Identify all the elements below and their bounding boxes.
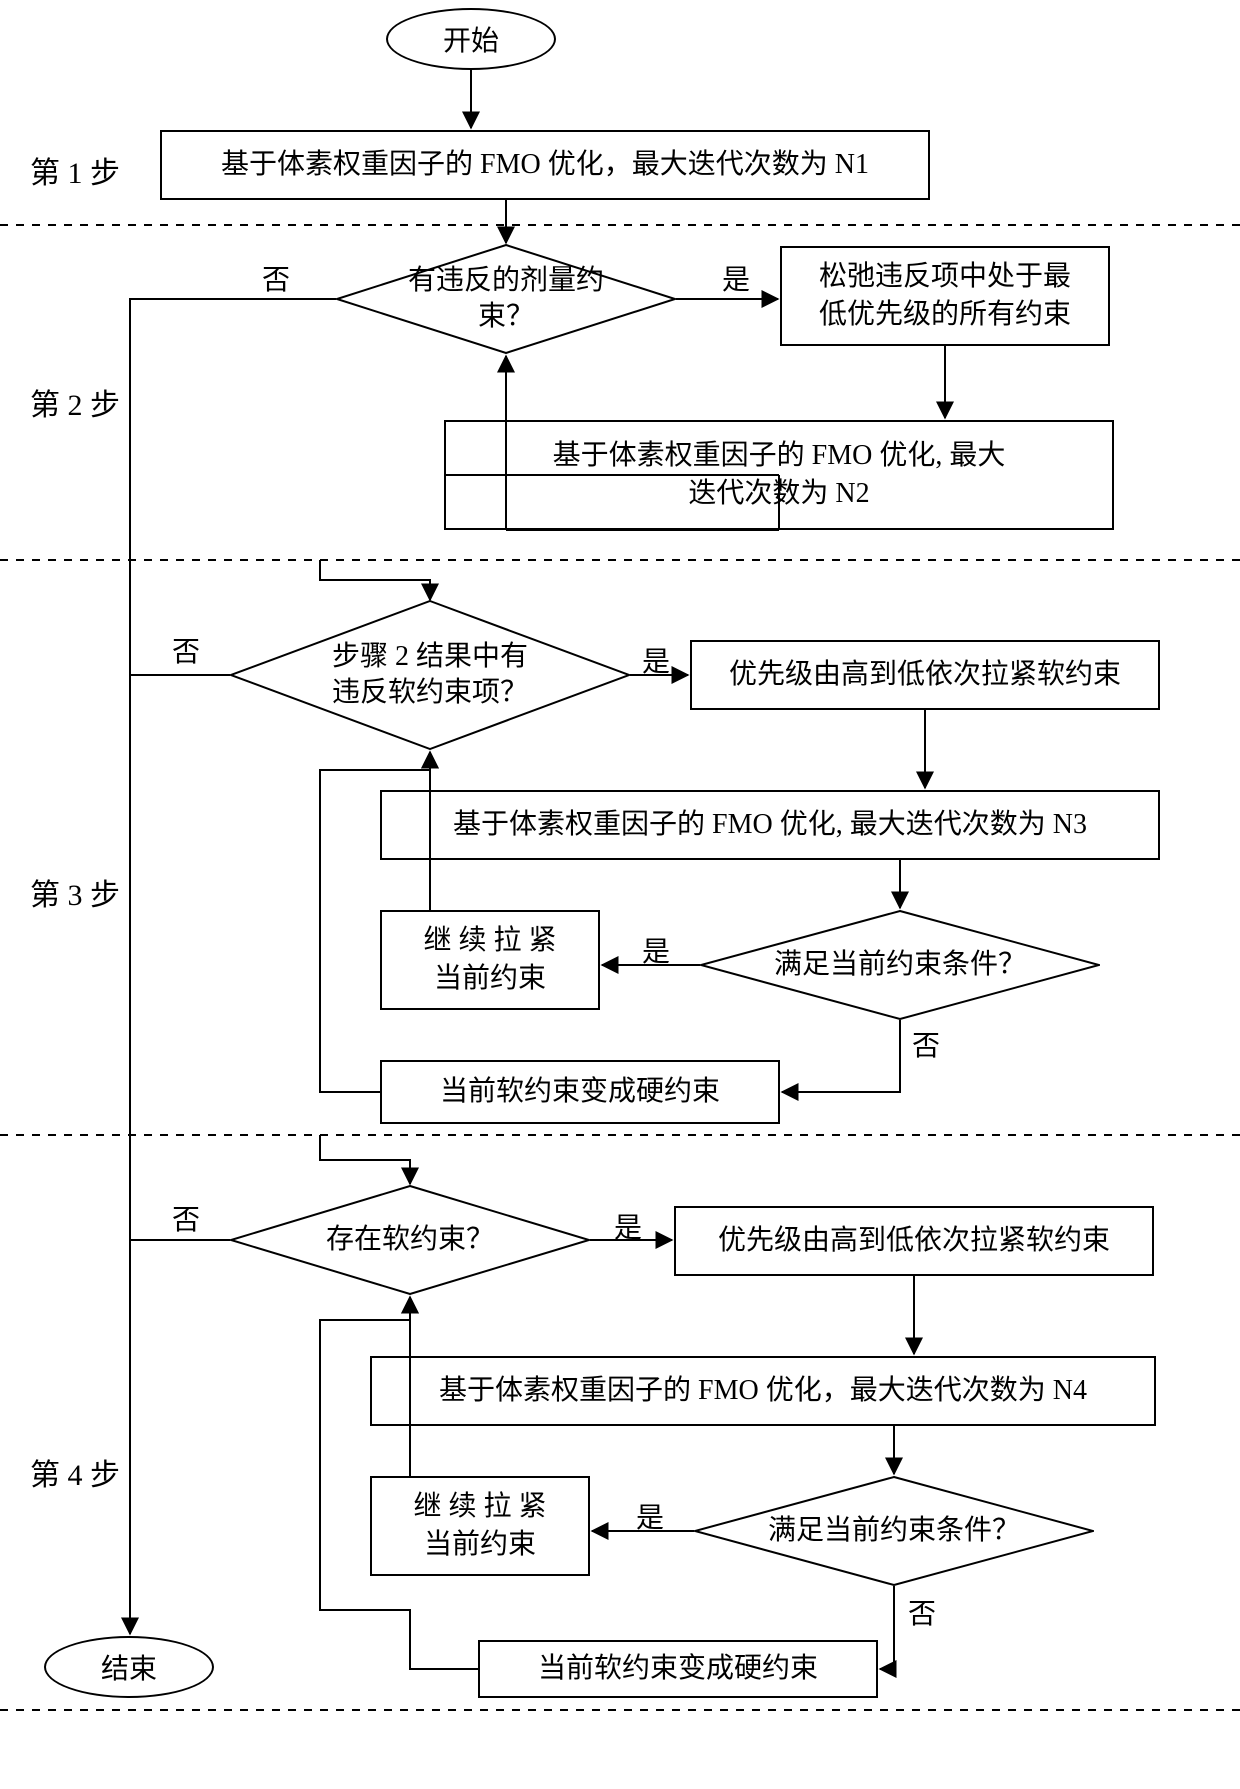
- step-label-3: 第 3 步: [30, 870, 120, 914]
- edge-d2-yes: 是: [720, 258, 752, 298]
- decision-d3-label: 步骤 2 结果中有 违反软约束项？: [332, 639, 528, 712]
- process-r4a: 优先级由高到低依次拉紧软约束: [674, 1206, 1154, 1276]
- edge-d4-yes: 是: [612, 1206, 644, 1246]
- process-r4c: 继 续 拉 紧 当前约束: [370, 1476, 590, 1576]
- process-r4c-label: 继 续 拉 紧 当前约束: [413, 1488, 546, 1564]
- process-r4a-label: 优先级由高到低依次拉紧软约束: [718, 1222, 1110, 1260]
- process-r3c-label: 继 续 拉 紧 当前约束: [423, 922, 556, 998]
- process-r3a: 优先级由高到低依次拉紧软约束: [690, 640, 1160, 710]
- process-r3d: 当前软约束变成硬约束: [380, 1060, 780, 1124]
- process-r2b-label: 基于体素权重因子的 FMO 优化, 最大 迭代次数为 N2: [553, 437, 1006, 513]
- process-r4b-label: 基于体素权重因子的 FMO 优化，最大迭代次数为 N4: [439, 1372, 1087, 1410]
- process-r3b-label: 基于体素权重因子的 FMO 优化, 最大迭代次数为 N3: [453, 806, 1087, 844]
- process-p1-label: 基于体素权重因子的 FMO 优化，最大迭代次数为 N1: [221, 146, 869, 184]
- process-r4d: 当前软约束变成硬约束: [478, 1640, 878, 1698]
- decision-d3b: 满足当前约束条件？: [700, 910, 1100, 1020]
- edge-d2-no: 否: [260, 258, 292, 298]
- process-r3b: 基于体素权重因子的 FMO 优化, 最大迭代次数为 N3: [380, 790, 1160, 860]
- step-label-1: 第 1 步: [30, 148, 120, 192]
- decision-d3: 步骤 2 结果中有 违反软约束项？: [230, 600, 630, 750]
- edge-d4b-no: 否: [906, 1592, 938, 1632]
- process-r2a: 松弛违反项中处于最 低优先级的所有约束: [780, 246, 1110, 346]
- edge-d3-no: 否: [170, 630, 202, 670]
- step-label-2: 第 2 步: [30, 380, 120, 424]
- decision-d3b-label: 满足当前约束条件？: [774, 947, 1026, 983]
- process-r3a-label: 优先级由高到低依次拉紧软约束: [729, 656, 1121, 694]
- process-r3c: 继 续 拉 紧 当前约束: [380, 910, 600, 1010]
- terminator-start: 开始: [386, 8, 556, 70]
- terminator-end: 结束: [44, 1636, 214, 1698]
- decision-d2-label: 有违反的剂量约束？: [384, 263, 629, 336]
- edge-d3-yes: 是: [640, 640, 672, 680]
- terminator-end-label: 结束: [101, 1647, 157, 1687]
- decision-d2: 有违反的剂量约束？: [336, 244, 676, 354]
- flowchart-canvas: 第 1 步 第 2 步 第 3 步 第 4 步 开始 基于体素权重因子的 FMO…: [0, 0, 1240, 1789]
- process-r2b: 基于体素权重因子的 FMO 优化, 最大 迭代次数为 N2: [444, 420, 1114, 530]
- process-r3d-label: 当前软约束变成硬约束: [440, 1073, 720, 1111]
- terminator-start-label: 开始: [443, 19, 499, 59]
- process-r4d-label: 当前软约束变成硬约束: [538, 1650, 818, 1688]
- process-r4b: 基于体素权重因子的 FMO 优化，最大迭代次数为 N4: [370, 1356, 1156, 1426]
- edge-d3b-no: 否: [910, 1024, 942, 1064]
- process-r2a-label: 松弛违反项中处于最 低优先级的所有约束: [819, 258, 1071, 334]
- decision-d4b-label: 满足当前约束条件？: [768, 1513, 1020, 1549]
- decision-d4: 存在软约束？: [230, 1185, 590, 1295]
- edge-d3b-yes: 是: [640, 930, 672, 970]
- process-p1: 基于体素权重因子的 FMO 优化，最大迭代次数为 N1: [160, 130, 930, 200]
- step-label-4: 第 4 步: [30, 1450, 120, 1494]
- decision-d4b: 满足当前约束条件？: [694, 1476, 1094, 1586]
- edge-d4b-yes: 是: [634, 1496, 666, 1536]
- decision-d4-label: 存在软约束？: [326, 1222, 494, 1258]
- edge-d4-no: 否: [170, 1198, 202, 1238]
